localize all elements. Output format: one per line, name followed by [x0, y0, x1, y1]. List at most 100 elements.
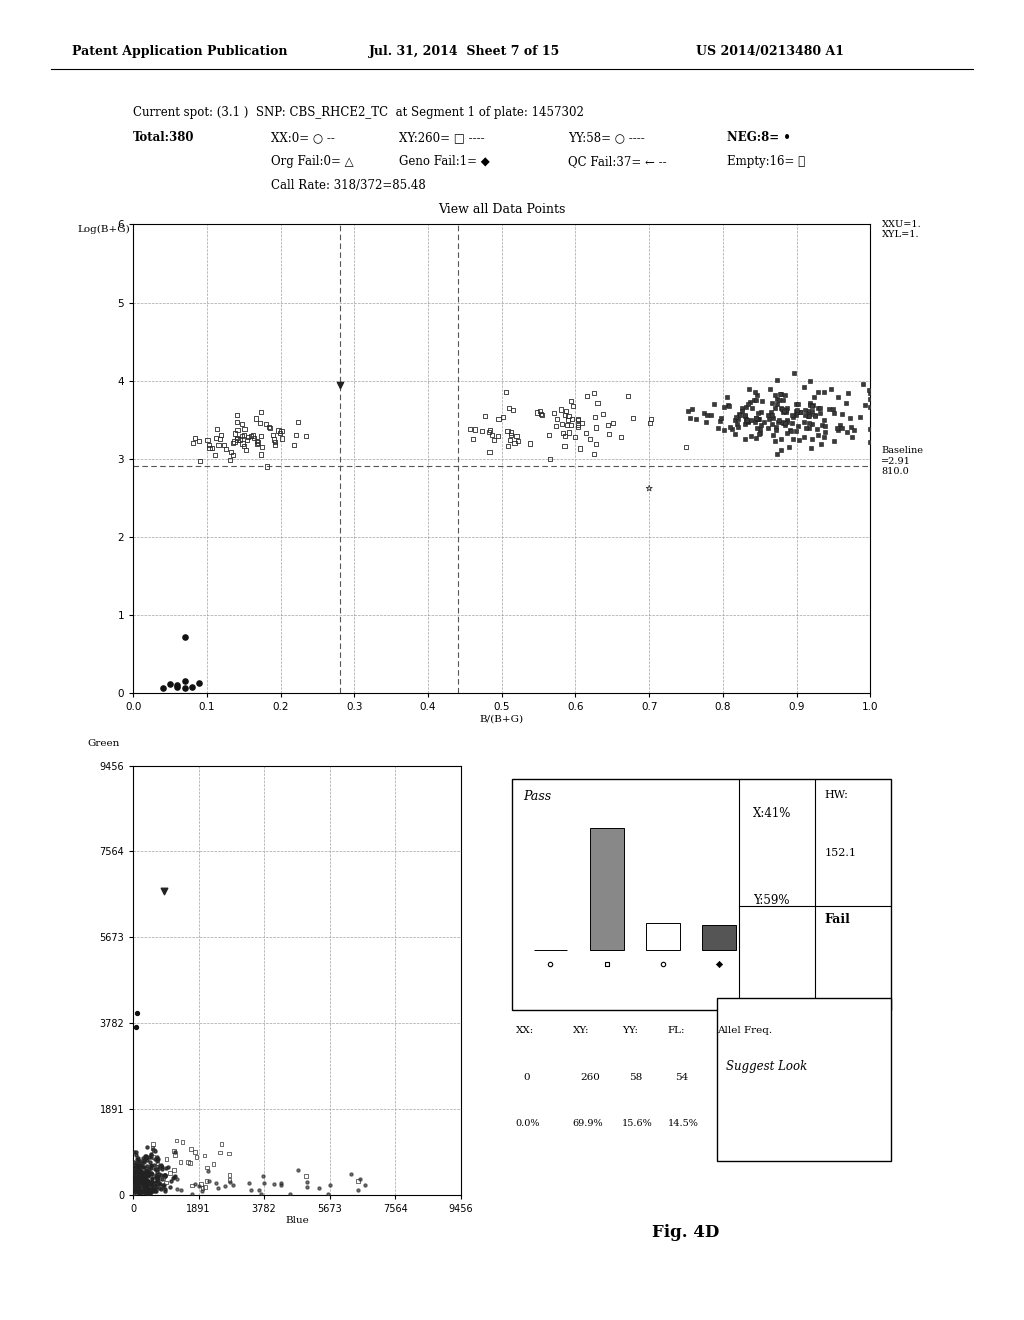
- Point: [474, 421, 490, 442]
- Point: [813, 414, 829, 436]
- Point: [784, 404, 801, 425]
- Point: [132, 1154, 148, 1175]
- Point: [601, 424, 617, 445]
- Point: [133, 1160, 150, 1181]
- Point: [128, 1016, 144, 1038]
- Point: [729, 413, 745, 434]
- Point: [734, 397, 751, 418]
- Point: [751, 408, 767, 429]
- Point: [157, 1166, 173, 1187]
- Point: [503, 425, 519, 446]
- Point: [779, 397, 796, 418]
- Point: [135, 1180, 152, 1201]
- Point: [145, 1146, 162, 1167]
- Point: [137, 1177, 154, 1199]
- Point: [137, 1147, 154, 1168]
- Point: [323, 1173, 339, 1195]
- Point: [147, 1159, 164, 1180]
- Point: [558, 414, 574, 436]
- Point: [127, 1179, 143, 1200]
- Point: [212, 1142, 228, 1163]
- Point: [143, 1181, 160, 1203]
- Point: [720, 395, 736, 416]
- Point: [748, 428, 764, 449]
- Point: [712, 411, 728, 432]
- Point: [143, 1146, 160, 1167]
- Point: [557, 425, 573, 446]
- Point: [726, 409, 742, 430]
- Point: [764, 413, 780, 434]
- Point: [483, 425, 500, 446]
- Point: [773, 384, 790, 405]
- Point: [158, 1158, 174, 1179]
- Point: [136, 1179, 153, 1200]
- Point: [145, 1179, 162, 1200]
- Point: [467, 418, 483, 440]
- Point: [252, 412, 268, 433]
- Point: [579, 385, 595, 407]
- Point: [136, 1156, 153, 1177]
- Point: [801, 417, 817, 438]
- Point: [738, 411, 755, 432]
- Point: [510, 430, 526, 451]
- Point: [809, 418, 825, 440]
- Point: [126, 1162, 142, 1183]
- Point: [134, 1163, 151, 1184]
- Point: [225, 445, 242, 466]
- Point: [605, 413, 622, 434]
- Point: [271, 422, 288, 444]
- Point: [802, 404, 818, 425]
- Point: [716, 420, 732, 441]
- Point: [787, 393, 804, 414]
- Point: [146, 1155, 163, 1176]
- Point: [133, 1175, 150, 1196]
- Text: NEG:8= •: NEG:8= •: [727, 131, 791, 144]
- Point: [128, 1180, 144, 1201]
- Point: [501, 397, 517, 418]
- Point: [129, 1176, 145, 1197]
- Point: [835, 404, 851, 425]
- Point: [774, 412, 791, 433]
- Point: [133, 1168, 150, 1189]
- Point: [783, 421, 800, 442]
- Point: [804, 400, 820, 421]
- Point: [812, 397, 828, 418]
- Point: [851, 407, 867, 428]
- Point: [234, 433, 251, 454]
- Point: [146, 1180, 163, 1201]
- Point: [225, 1175, 242, 1196]
- Point: [131, 1162, 147, 1183]
- Point: [227, 422, 244, 444]
- Point: [133, 1172, 150, 1193]
- Point: [500, 436, 516, 457]
- Point: [128, 1162, 144, 1183]
- Point: [156, 1164, 172, 1185]
- Point: [143, 1158, 160, 1179]
- Point: [862, 418, 879, 440]
- Point: [135, 1156, 152, 1177]
- Point: [860, 379, 877, 400]
- Point: [249, 430, 265, 451]
- Point: [578, 422, 594, 444]
- Point: [816, 409, 833, 430]
- Point: [184, 676, 201, 697]
- Point: [817, 421, 834, 442]
- Point: [816, 381, 833, 403]
- Point: [548, 416, 564, 437]
- Point: [153, 1164, 169, 1185]
- Point: [137, 1168, 154, 1189]
- Point: [790, 393, 806, 414]
- Text: Green: Green: [87, 739, 120, 748]
- Point: [739, 411, 756, 432]
- Point: [191, 1176, 208, 1197]
- Point: [126, 1171, 142, 1192]
- Text: YY:: YY:: [622, 1027, 638, 1035]
- Point: [129, 1173, 145, 1195]
- Point: [132, 1150, 148, 1171]
- Point: [135, 1172, 152, 1193]
- Point: [148, 1164, 165, 1185]
- Point: [350, 1171, 367, 1192]
- Point: [127, 1176, 143, 1197]
- Point: [703, 404, 720, 425]
- Point: [135, 1181, 152, 1203]
